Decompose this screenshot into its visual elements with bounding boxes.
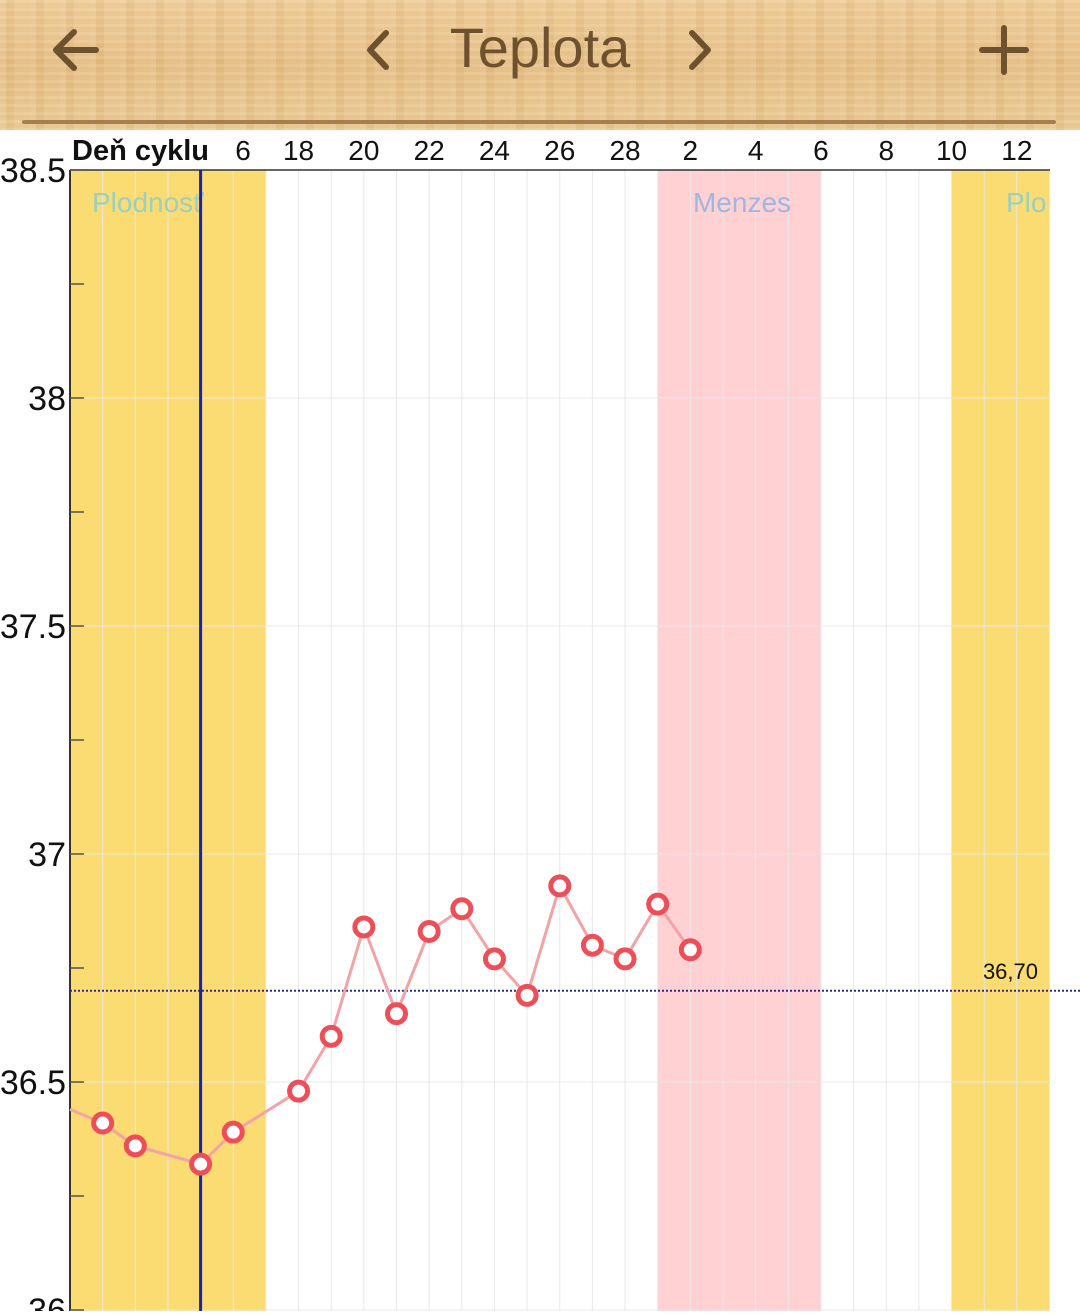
temperature-chart-svg: Plodnosť Menzes Plo 36,70 Deň cyklu 6 18 20 22… bbox=[0, 135, 1080, 1315]
data-point bbox=[91, 1111, 115, 1135]
y-tick-label: 37 bbox=[28, 836, 66, 874]
x-tick-label: 6 bbox=[235, 135, 251, 166]
top-app-bar: Teplota bbox=[0, 0, 1080, 130]
x-tick-label: 8 bbox=[878, 135, 894, 166]
data-point bbox=[646, 892, 670, 916]
data-point bbox=[385, 1002, 408, 1026]
region-band bbox=[657, 170, 821, 1311]
y-tick-label: 38.5 bbox=[0, 152, 66, 190]
reference-line-label: 36,70 bbox=[983, 959, 1038, 984]
x-tick-label: 18 bbox=[283, 135, 314, 166]
plus-icon bbox=[979, 25, 1029, 75]
region-band bbox=[951, 170, 1050, 1311]
data-point bbox=[580, 933, 604, 957]
temperature-chart[interactable]: Plodnosť Menzes Plo 36,70 Deň cyklu 6 18 20 22… bbox=[0, 130, 1080, 1315]
x-tick-label: 12 bbox=[1001, 135, 1032, 166]
data-point bbox=[417, 920, 441, 944]
data-point bbox=[515, 983, 539, 1007]
x-tick-label: 6 bbox=[813, 135, 829, 166]
region-label: Plo bbox=[1006, 187, 1046, 218]
x-tick-label: 22 bbox=[414, 135, 445, 166]
y-tick-label: 36.5 bbox=[0, 1064, 66, 1102]
add-button[interactable] bbox=[964, 10, 1044, 90]
back-button[interactable] bbox=[36, 10, 116, 90]
x-tick-label: 26 bbox=[544, 135, 575, 166]
data-point bbox=[189, 1152, 213, 1176]
y-tick-label: 37.5 bbox=[0, 608, 66, 646]
data-point bbox=[287, 1079, 311, 1103]
x-tick-label: 24 bbox=[479, 135, 510, 166]
x-axis-label: Deň cyklu bbox=[72, 135, 209, 167]
x-tick-label: 4 bbox=[748, 135, 764, 166]
next-button[interactable] bbox=[660, 10, 740, 90]
data-point bbox=[221, 1120, 245, 1144]
x-tick-label: 28 bbox=[609, 135, 640, 166]
data-point bbox=[613, 947, 637, 971]
arrow-left-icon bbox=[53, 29, 99, 71]
header-divider bbox=[22, 120, 1056, 124]
y-tick-label: 38 bbox=[28, 380, 66, 418]
data-point bbox=[319, 1024, 343, 1048]
data-point bbox=[548, 874, 572, 898]
chevron-left-icon bbox=[367, 30, 389, 70]
data-point bbox=[482, 947, 506, 971]
data-point bbox=[450, 897, 474, 921]
data-point bbox=[123, 1134, 147, 1158]
x-tick-label: 10 bbox=[936, 135, 967, 166]
y-tick-label: 36 bbox=[28, 1292, 66, 1311]
region-label: Menzes bbox=[693, 187, 791, 218]
chevron-right-icon bbox=[689, 30, 711, 70]
data-point bbox=[352, 915, 376, 939]
x-tick-label: 20 bbox=[348, 135, 379, 166]
previous-button[interactable] bbox=[338, 10, 418, 90]
page-title: Teplota bbox=[449, 16, 631, 79]
data-point bbox=[678, 938, 702, 962]
x-tick-label: 2 bbox=[683, 135, 699, 166]
region-label: Plodnosť bbox=[92, 187, 204, 218]
